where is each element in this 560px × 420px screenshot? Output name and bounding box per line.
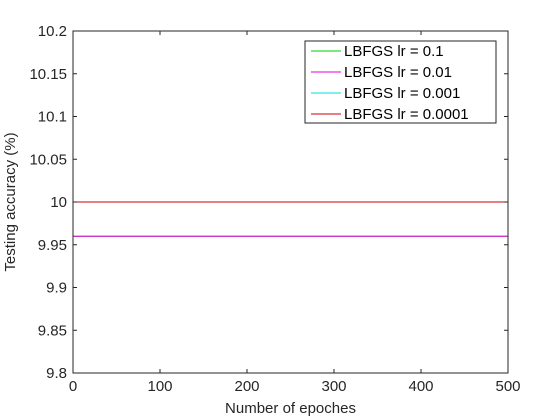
y-axis-label: Testing accuracy (%) (2, 132, 19, 271)
y-tick-label: 10.2 (38, 23, 67, 40)
y-tick-label: 9.8 (46, 365, 67, 382)
legend-box (304, 40, 497, 124)
y-tick-label: 10 (50, 194, 67, 211)
x-tick-label: 500 (495, 378, 520, 395)
x-tick-label: 300 (321, 378, 346, 395)
legend-label: LBFGS lr = 0.1 (344, 43, 444, 60)
legend: LBFGS lr = 0.1 LBFGS lr = 0.01 LBFGS lr = … (304, 40, 497, 124)
legend-label: LBFGS lr = 0.001 (344, 85, 460, 102)
y-tick-label: 10.05 (29, 151, 67, 168)
x-tick-label: 0 (69, 378, 77, 395)
x-axis-label: Number of epoches (225, 400, 356, 417)
y-tick-label: 9.85 (38, 322, 67, 339)
x-tick-label: 200 (234, 378, 259, 395)
legend-label: LBFGS lr = 0.01 (344, 64, 452, 81)
x-tick-label: 400 (408, 378, 433, 395)
y-tick-label: 10.15 (29, 66, 67, 83)
legend-label: LBFGS lr = 0.0001 (344, 106, 469, 123)
series-layer (73, 201, 508, 237)
y-tick-label: 9.9 (46, 280, 67, 297)
y-tick-label: 10.1 (38, 109, 67, 126)
x-tick-label: 100 (147, 378, 172, 395)
legend-items: LBFGS lr = 0.1 LBFGS lr = 0.01 LBFGS lr = … (311, 43, 469, 123)
y-tick-label: 9.95 (38, 237, 67, 254)
ticks-layer: 0 100 200 300 400 500 9.8 9.85 9.9 9.95 10 10.05 10.… (29, 23, 520, 395)
